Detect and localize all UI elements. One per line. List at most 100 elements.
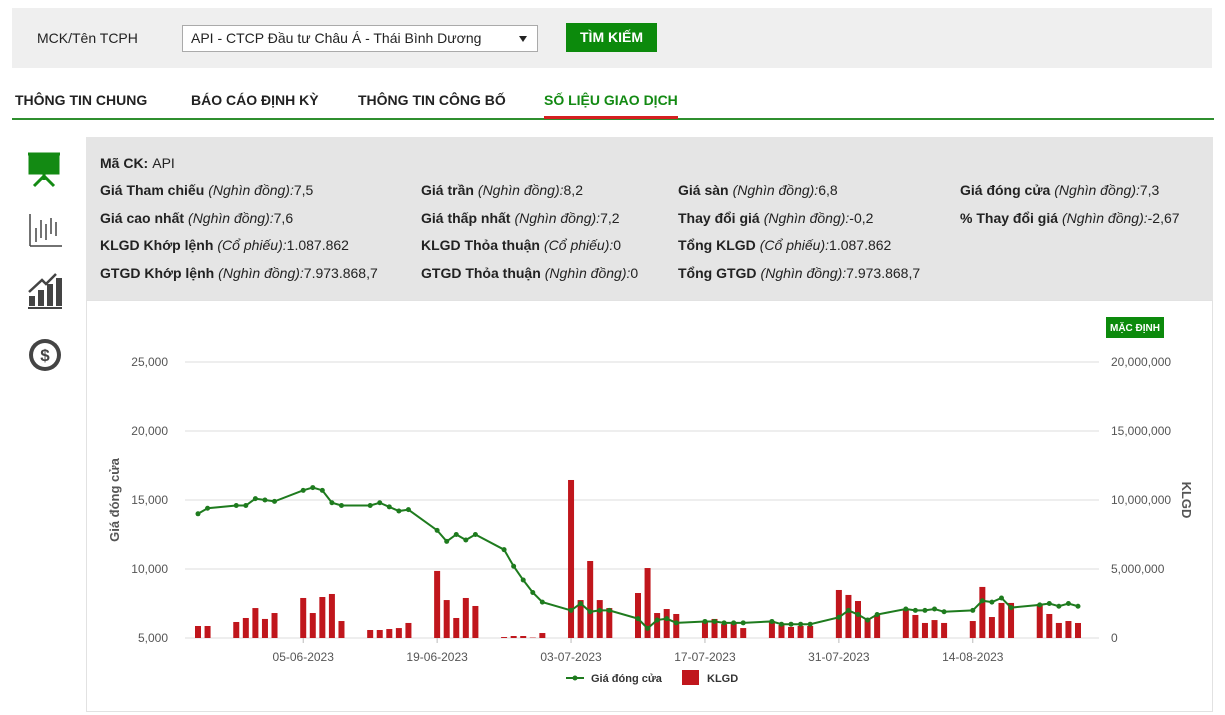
volume-bar <box>1036 604 1043 638</box>
tab[interactable]: THÔNG TIN CHUNG <box>15 92 148 108</box>
price-point <box>520 577 526 583</box>
icon-growth[interactable] <box>28 273 62 309</box>
info-value: 7,2 <box>600 210 620 226</box>
y-axis-label: Giá đóng cửa <box>107 457 122 542</box>
volume-bar <box>1046 613 1053 638</box>
icon-presentation[interactable] <box>28 152 60 188</box>
price-point <box>405 507 411 513</box>
volume-bar <box>845 594 852 638</box>
volume-bar <box>1065 621 1072 638</box>
svg-text:$: $ <box>40 346 50 365</box>
price-point <box>922 607 928 613</box>
price-point <box>195 511 201 517</box>
info-unit: (Nghìn đồng): <box>732 182 819 198</box>
volume-bar <box>644 568 651 638</box>
side-icons: $ <box>28 152 62 371</box>
reset-button-label[interactable]: MẶC ĐỊNH <box>1110 321 1160 334</box>
price-point <box>272 498 278 504</box>
search-label: MCK/Tên TCPH <box>37 30 138 46</box>
info-unit: (Nghìn đồng): <box>1062 210 1148 226</box>
info-value: 0 <box>630 265 639 281</box>
price-point <box>233 503 239 509</box>
info-item: % Thay đổi giá (Nghìn đồng):-2,67 <box>960 210 1180 226</box>
info-label: Giá sàn <box>678 182 729 198</box>
info-unit: (Nghìn đồng): <box>514 210 601 226</box>
info-unit: (Nghìn đồng): <box>477 182 564 198</box>
info-label: Giá Tham chiếu <box>100 182 205 198</box>
info-item: Tổng KLGD (Cổ phiếu):1.087.862 <box>678 237 891 253</box>
info-value: 1.087.862 <box>286 237 349 253</box>
info-label: Tổng KLGD <box>678 237 756 253</box>
price-point <box>568 607 574 613</box>
volume-bar <box>979 586 986 638</box>
volume-bar <box>807 625 814 638</box>
info-label: Tổng GTGD <box>678 265 757 281</box>
info-item: KLGD Khớp lệnh (Cổ phiếu):1.087.862 <box>100 237 349 253</box>
volume-bar <box>462 597 469 638</box>
price-point <box>865 617 871 623</box>
price-point <box>798 621 804 627</box>
price-point <box>874 612 880 618</box>
volume-bar <box>472 605 479 638</box>
volume-bar <box>501 637 508 638</box>
volume-bar <box>654 613 661 638</box>
volume-bar <box>797 625 804 638</box>
price-point <box>941 609 947 615</box>
reset-button[interactable] <box>1106 317 1164 338</box>
price-point <box>511 563 517 569</box>
y-tick-label: 20,000 <box>131 424 168 438</box>
info-label: Giá đóng cửa <box>960 182 1051 198</box>
price-point <box>664 616 670 622</box>
volume-bar <box>1008 602 1015 638</box>
price-point <box>1046 601 1052 606</box>
volume-bar <box>701 621 708 638</box>
y2-tick-label: 0 <box>1111 631 1118 645</box>
price-point <box>252 496 258 502</box>
selected-company: API - CTCP Đầu tư Châu Á - Thái Bình Dươ… <box>191 30 482 46</box>
volume-bar <box>319 597 326 638</box>
info-unit: (Cổ phiếu): <box>544 237 614 253</box>
info-item: Thay đổi giá (Nghìn đồng):-0,2 <box>678 210 873 226</box>
price-point <box>1056 603 1062 609</box>
price-point <box>396 508 402 514</box>
volume-bar <box>778 625 785 638</box>
tab[interactable]: SỐ LIỆU GIAO DỊCH <box>544 92 678 119</box>
tab[interactable]: BÁO CÁO ĐỊNH KỲ <box>191 92 319 108</box>
volume-bar <box>740 628 747 638</box>
info-item: GTGD Khớp lệnh (Nghìn đồng):7.973.868,7 <box>100 265 378 281</box>
volume-bar <box>1055 622 1062 638</box>
company-select[interactable]: API - CTCP Đầu tư Châu Á - Thái Bình Dươ… <box>182 25 538 52</box>
price-point <box>386 504 392 510</box>
info-unit: (Nghìn đồng): <box>760 265 847 281</box>
icon-candles[interactable] <box>29 214 62 247</box>
volume-bar <box>328 593 335 638</box>
search-button[interactable]: TÌM KIẾM <box>566 23 657 52</box>
info-unit: (Nghìn đồng): <box>218 265 304 281</box>
price-point <box>788 621 794 627</box>
info-label: Giá trần <box>421 182 474 198</box>
icon-dollar[interactable]: $ <box>29 339 61 371</box>
volume-bar <box>606 608 613 638</box>
price-point <box>587 609 593 615</box>
info-value: -0,2 <box>849 210 874 226</box>
volume-bar <box>577 600 584 638</box>
info-item: Tổng GTGD (Nghìn đồng):7.973.868,7 <box>678 265 920 281</box>
volume-bar <box>874 614 881 638</box>
info-value: -2,67 <box>1147 210 1180 226</box>
volume-bar <box>195 625 201 638</box>
x-tick-label: 03-07-2023 <box>540 650 602 664</box>
y2-tick-label: 20,000,000 <box>1111 355 1171 369</box>
volume-bar <box>443 600 450 638</box>
info-item: Giá đóng cửa (Nghìn đồng):7,3 <box>960 182 1159 198</box>
x-tick-label: 17-07-2023 <box>674 650 736 664</box>
tab[interactable]: THÔNG TIN CÔNG BỐ <box>358 92 506 108</box>
volume-bar <box>271 613 278 638</box>
volume-bar <box>768 621 775 638</box>
price-point <box>530 589 536 595</box>
price-point <box>338 503 344 509</box>
volume-bar <box>998 602 1005 638</box>
volume-bar <box>204 625 211 638</box>
price-point <box>377 500 383 506</box>
legend-swatch <box>682 670 699 685</box>
volume-bar <box>405 622 412 638</box>
